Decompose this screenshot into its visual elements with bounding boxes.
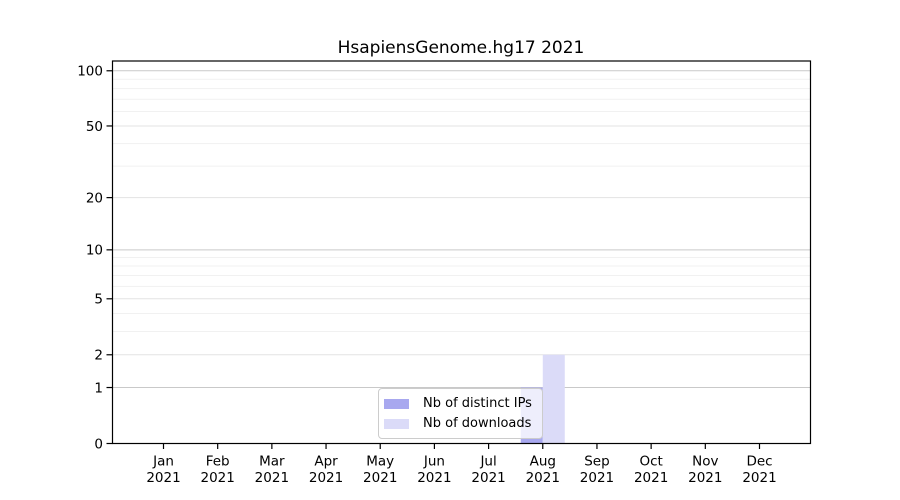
x-tick-label-month-Oct: Oct — [639, 454, 662, 470]
plot-border — [111, 60, 812, 445]
x-tick-label-month-Dec: Dec — [746, 454, 772, 470]
x-tick-label-year-Oct: 2021 — [634, 470, 668, 486]
y-tick-label-2: 2 — [94, 348, 103, 364]
x-tick-label-year-Nov: 2021 — [688, 470, 722, 486]
x-tick-label-year-May: 2021 — [363, 470, 397, 486]
y-tick-label-50: 50 — [86, 119, 103, 135]
x-tick-label-year-Aug: 2021 — [526, 470, 560, 486]
x-tick-label-month-May: May — [366, 454, 394, 470]
x-tick-label-year-Sep: 2021 — [580, 470, 614, 486]
bar-Aug-downloads — [542, 354, 565, 444]
y-tick-label-10: 10 — [86, 243, 103, 259]
x-tick-label-year-Apr: 2021 — [309, 470, 343, 486]
x-tick-label-month-Jan: Jan — [152, 454, 174, 470]
y-tick-label-20: 20 — [86, 190, 103, 206]
legend-item-distinct-ips: Nb of distinct IPs — [384, 395, 532, 412]
legend-item-downloads: Nb of downloads — [384, 415, 532, 432]
y-tick-label-0: 0 — [94, 436, 103, 452]
x-tick-label-year-Jun: 2021 — [417, 470, 451, 486]
x-tick-label-month-Sep: Sep — [584, 454, 609, 470]
x-tick-label-month-Jul: Jul — [479, 454, 496, 470]
legend: Nb of distinct IPs Nb of downloads — [378, 388, 543, 439]
x-tick-label-month-Feb: Feb — [206, 454, 230, 470]
x-tick-label-month-Jun: Jun — [423, 454, 445, 470]
x-tick-label-year-Dec: 2021 — [742, 470, 776, 486]
chart-title: HsapiensGenome.hg17 2021 — [337, 38, 585, 58]
x-tick-label-month-Mar: Mar — [259, 454, 285, 470]
x-tick-label-month-Nov: Nov — [692, 454, 718, 470]
x-tick-label-year-Jul: 2021 — [471, 470, 505, 486]
x-tick-label-month-Aug: Aug — [530, 454, 556, 470]
x-tick-label-year-Mar: 2021 — [255, 470, 289, 486]
x-tick-label-month-Apr: Apr — [314, 454, 338, 470]
x-tick-label-year-Jan: 2021 — [146, 470, 180, 486]
legend-label-distinct-ips: Nb of distinct IPs — [423, 396, 532, 411]
y-tick-label-100: 100 — [77, 64, 103, 80]
legend-swatch-distinct-ips — [384, 398, 409, 409]
legend-label-downloads: Nb of downloads — [423, 416, 532, 431]
y-tick-label-5: 5 — [94, 292, 103, 308]
legend-swatch-downloads — [384, 418, 409, 429]
y-tick-label-1: 1 — [94, 380, 103, 396]
x-tick-label-year-Feb: 2021 — [201, 470, 235, 486]
